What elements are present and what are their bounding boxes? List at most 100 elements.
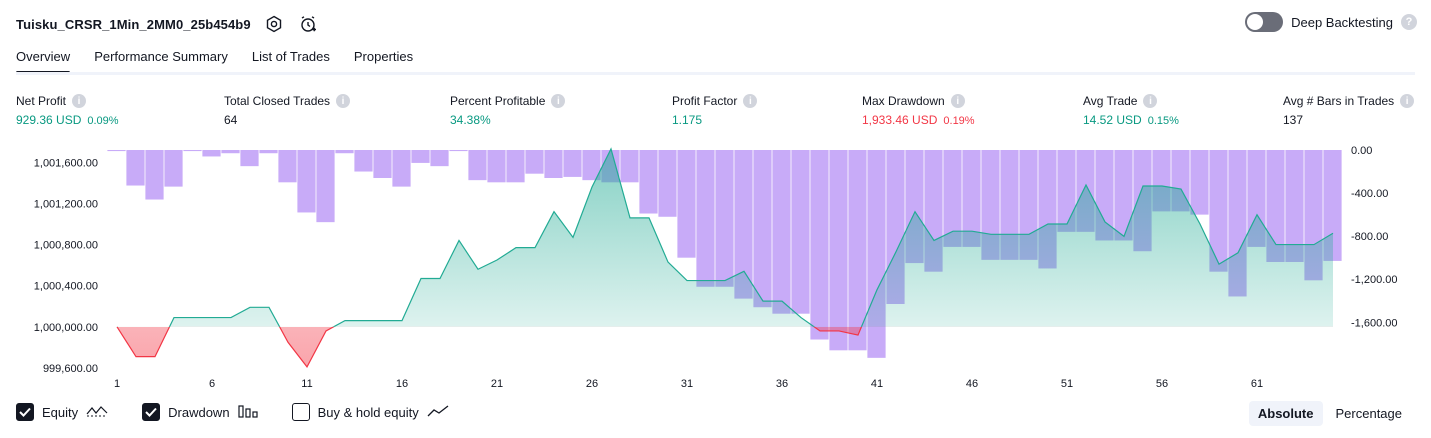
info-icon[interactable]: i bbox=[1143, 94, 1158, 108]
right-axis-tick: -1,600.00 bbox=[1351, 317, 1397, 329]
metric-percent: 0.19% bbox=[943, 115, 975, 127]
right-axis-ticks: 0.00 -400.00 -800.00 -1,200.00 -1,600.00 bbox=[1351, 145, 1397, 329]
drawdown-bar bbox=[373, 150, 392, 178]
left-axis-tick: 1,001,200.00 bbox=[34, 198, 98, 210]
x-axis-tick: 36 bbox=[776, 378, 788, 390]
info-icon[interactable]: i bbox=[1400, 94, 1415, 108]
left-axis-tick: 1,001,600.00 bbox=[34, 157, 98, 169]
help-icon[interactable]: ? bbox=[1401, 14, 1417, 30]
drawdown-bar bbox=[981, 150, 1000, 260]
equity-drawdown-chart[interactable]: 1,001,600.00 1,001,200.00 1,000,800.00 1,00… bbox=[0, 140, 1431, 396]
metric-label: Avg Trade bbox=[1083, 94, 1138, 108]
drawdown-bar bbox=[525, 150, 544, 174]
metric-label: Total Closed Trades bbox=[224, 94, 331, 108]
legend-buy-hold[interactable]: Buy & hold equity bbox=[291, 403, 449, 421]
x-axis-tick: 46 bbox=[966, 378, 978, 390]
drawdown-bar bbox=[278, 150, 297, 183]
drawdown-bar bbox=[449, 150, 468, 152]
drawdown-bar bbox=[1190, 150, 1209, 215]
drawdown-bar bbox=[1114, 150, 1133, 241]
chart-legend: Equity Drawdown Buy & hold equity bbox=[16, 403, 449, 421]
mode-absolute-button[interactable]: Absolute bbox=[1248, 401, 1323, 426]
legend-buy-hold-label: Buy & hold equity bbox=[317, 404, 419, 420]
legend-equity-label: Equity bbox=[42, 404, 79, 420]
drawdown-bar bbox=[848, 150, 867, 351]
metric-value: 14.52 USD bbox=[1083, 113, 1142, 127]
equity-area-positive bbox=[117, 148, 1333, 327]
mode-percentage-button[interactable]: Percentage bbox=[1335, 406, 1403, 421]
right-axis-tick: -800.00 bbox=[1351, 231, 1388, 243]
metric-percent: 0.09% bbox=[87, 115, 119, 127]
equity-line-icon bbox=[86, 404, 108, 421]
info-icon[interactable]: i bbox=[950, 94, 965, 108]
drawdown-bar bbox=[411, 150, 430, 163]
drawdown-bar bbox=[620, 150, 639, 183]
drawdown-bar bbox=[392, 150, 411, 187]
deep-backtesting-toggle[interactable] bbox=[1245, 12, 1284, 32]
drawdown-bar bbox=[430, 150, 449, 167]
metric-value: 64 bbox=[224, 113, 238, 127]
drawdown-bar bbox=[335, 150, 354, 154]
drawdown-bar bbox=[563, 150, 582, 177]
drawdown-bar bbox=[544, 150, 563, 178]
metric-label: Percent Profitable bbox=[450, 94, 546, 108]
drawdown-bar bbox=[487, 150, 506, 183]
left-axis-ticks: 1,001,600.00 1,001,200.00 1,000,800.00 1,00… bbox=[34, 157, 98, 375]
tab-overview[interactable]: Overview bbox=[16, 44, 71, 74]
legend-equity[interactable]: Equity bbox=[16, 403, 108, 421]
info-icon[interactable]: i bbox=[743, 94, 758, 108]
metric-label: Max Drawdown bbox=[862, 94, 945, 108]
metric-net-profit: Net Profit i 929.36 USD 0.09% bbox=[16, 94, 119, 127]
metric-label: Profit Factor bbox=[672, 94, 738, 108]
deep-backtesting-label: Deep Backtesting bbox=[1291, 14, 1393, 30]
tab-properties[interactable]: Properties bbox=[353, 49, 414, 64]
drawdown-bar bbox=[126, 150, 145, 186]
x-axis-tick: 11 bbox=[301, 378, 312, 390]
equity-line-negative bbox=[116, 326, 863, 369]
tab-performance-summary[interactable]: Performance Summary bbox=[94, 49, 228, 64]
drawdown-bar bbox=[791, 150, 810, 314]
x-axis-tick: 6 bbox=[209, 378, 215, 390]
x-axis-tick: 1 bbox=[114, 378, 120, 390]
x-axis-tick: 41 bbox=[871, 378, 883, 390]
info-icon[interactable]: i bbox=[336, 94, 351, 108]
metric-total-closed-trades: Total Closed Trades i 64 bbox=[224, 94, 351, 127]
tab-list-of-trades[interactable]: List of Trades bbox=[251, 49, 330, 64]
x-axis-tick: 16 bbox=[396, 378, 408, 390]
drawdown-bar bbox=[715, 150, 734, 287]
metric-value: 137 bbox=[1283, 113, 1304, 127]
drawdown-bar bbox=[164, 150, 183, 187]
drawdown-bar bbox=[943, 150, 962, 247]
toggle-knob bbox=[1247, 14, 1264, 30]
left-axis-tick: 999,600.00 bbox=[43, 363, 98, 375]
x-axis-tick: 61 bbox=[1251, 378, 1263, 390]
drawdown-bar bbox=[1266, 150, 1285, 262]
right-axis-tick: -400.00 bbox=[1351, 188, 1388, 200]
left-axis-tick: 1,000,400.00 bbox=[34, 281, 98, 293]
left-axis-tick: 1,000,000.00 bbox=[34, 322, 98, 334]
info-icon[interactable]: i bbox=[72, 94, 87, 108]
metric-avg-bars: Avg # Bars in Trades i 137 bbox=[1283, 94, 1415, 127]
equity-area-negative bbox=[117, 326, 862, 367]
alert-add-icon[interactable] bbox=[297, 13, 319, 35]
x-axis-tick: 21 bbox=[491, 378, 503, 390]
metric-max-drawdown: Max Drawdown i 1,933.46 USD 0.19% bbox=[862, 94, 975, 127]
x-axis-ticks: 1 6 11 16 21 26 31 36 41 46 51 56 61 bbox=[114, 378, 1263, 390]
legend-drawdown-label: Drawdown bbox=[168, 404, 230, 420]
drawdown-bar bbox=[696, 150, 715, 287]
drawdown-bar bbox=[1000, 150, 1019, 260]
info-icon[interactable]: i bbox=[551, 94, 566, 108]
drawdown-bar bbox=[772, 150, 791, 314]
drawdown-bar bbox=[734, 150, 753, 299]
deep-backtesting-control: Deep Backtesting ? bbox=[1245, 12, 1417, 32]
drawdown-bar bbox=[677, 150, 696, 258]
equity-checkbox[interactable] bbox=[16, 403, 34, 421]
equity-line bbox=[116, 147, 1334, 327]
metric-value: 929.36 USD bbox=[16, 113, 82, 127]
drawdown-checkbox[interactable] bbox=[142, 403, 161, 421]
drawdown-bar bbox=[202, 150, 221, 157]
legend-drawdown[interactable]: Drawdown bbox=[142, 403, 258, 421]
buy-hold-checkbox[interactable] bbox=[291, 403, 310, 421]
settings-icon[interactable] bbox=[263, 13, 285, 35]
metric-value: 1.175 bbox=[672, 113, 703, 127]
